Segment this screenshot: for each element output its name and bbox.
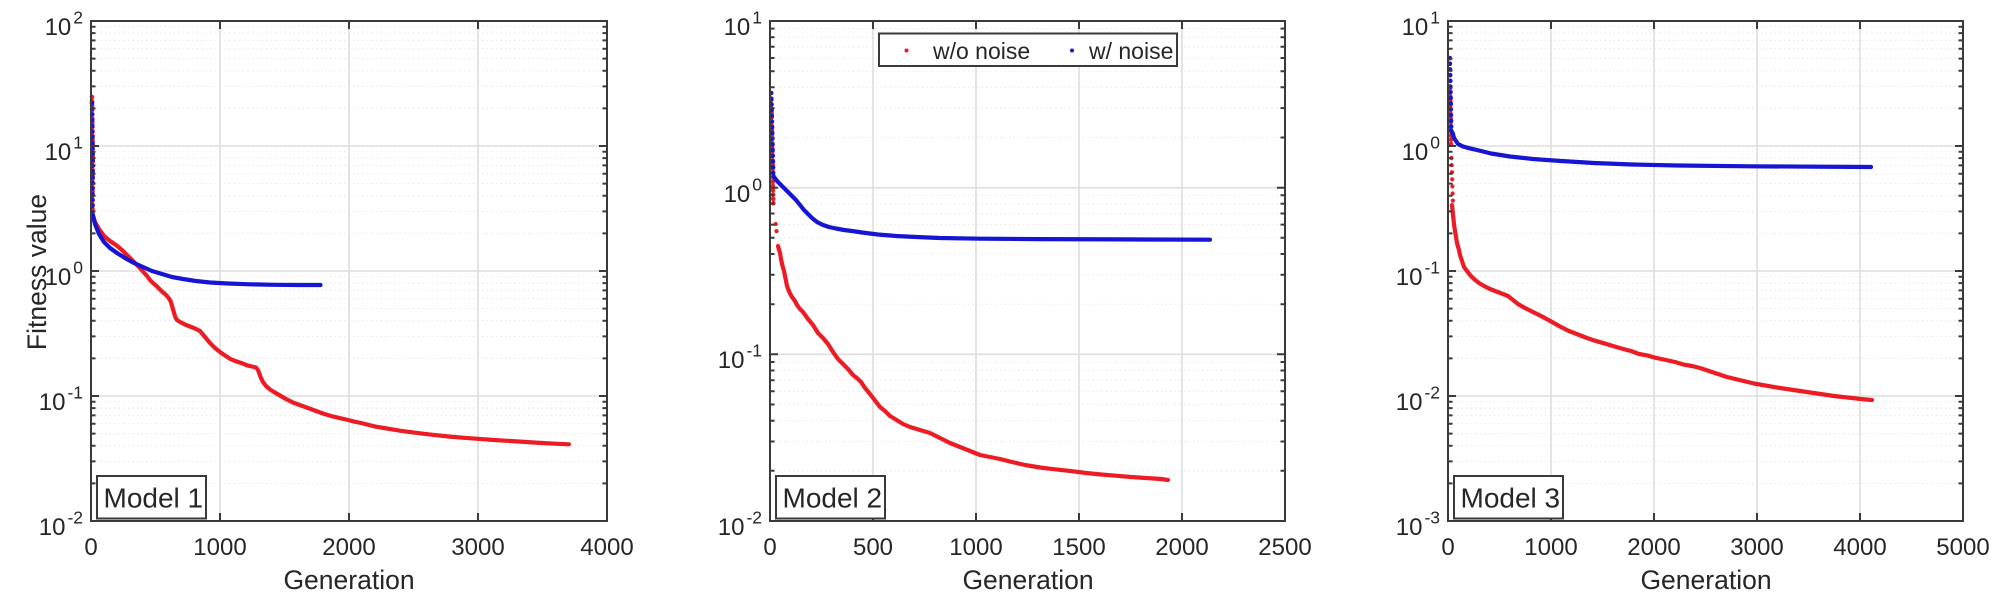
svg-text:1000: 1000 <box>949 534 1002 561</box>
svg-text:0: 0 <box>1441 534 1454 561</box>
svg-text:101: 10 1 <box>724 8 762 42</box>
svg-text:2000: 2000 <box>1627 534 1680 561</box>
svg-text:Model 1: Model 1 <box>104 483 204 514</box>
svg-text:0: 0 <box>763 534 776 561</box>
svg-text:Model 2: Model 2 <box>783 483 883 514</box>
svg-text:Generation: Generation <box>283 565 414 595</box>
svg-text:102: 10 2 <box>45 8 83 42</box>
svg-text:5000: 5000 <box>1936 534 1989 561</box>
svg-text:w/o noise: w/o noise <box>932 38 1030 64</box>
svg-text:2000: 2000 <box>1155 534 1208 561</box>
svg-text:10-1: 10 -1 <box>39 383 83 417</box>
svg-text:Fitness value: Fitness value <box>22 194 52 350</box>
svg-text:Generation: Generation <box>1640 565 1771 595</box>
svg-text:Generation: Generation <box>962 565 1093 595</box>
svg-text:500: 500 <box>853 534 893 561</box>
svg-text:1500: 1500 <box>1052 534 1105 561</box>
svg-text:0: 0 <box>84 534 97 561</box>
svg-text:1000: 1000 <box>193 534 246 561</box>
svg-text:4000: 4000 <box>1833 534 1886 561</box>
svg-text:4000: 4000 <box>580 534 633 561</box>
svg-text:3000: 3000 <box>451 534 504 561</box>
svg-text:Model 3: Model 3 <box>1461 483 1561 514</box>
svg-text:2000: 2000 <box>322 534 375 561</box>
svg-text:2500: 2500 <box>1258 534 1311 561</box>
svg-text:1000: 1000 <box>1524 534 1577 561</box>
svg-text:w/ noise: w/ noise <box>1088 38 1173 64</box>
svg-text:3000: 3000 <box>1730 534 1783 561</box>
